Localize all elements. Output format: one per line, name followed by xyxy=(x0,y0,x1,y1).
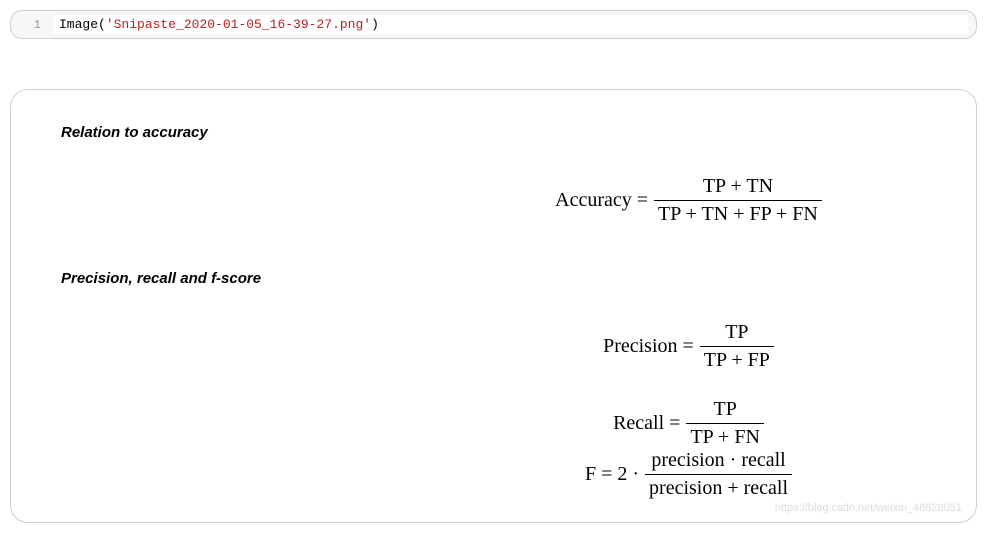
precision-formula: Precision = TP TP + FP xyxy=(441,317,936,376)
accuracy-lhs: Accuracy = xyxy=(555,189,648,212)
code-string-arg: 'Snipaste_2020-01-05_16-39-27.png' xyxy=(106,17,371,32)
recall-f-formula: Recall = TP TP + FN F = 2 · precision · … xyxy=(441,394,936,504)
recall-fraction: TP TP + FN xyxy=(686,398,763,449)
accuracy-denominator: TP + TN + FP + FN xyxy=(654,200,822,226)
recall-denominator: TP + FN xyxy=(686,423,763,449)
recall-numerator: TP xyxy=(710,398,741,423)
watermark-text: https://blog.csdn.net/weixin_48628051 xyxy=(775,502,962,514)
fscore-numerator: precision · recall xyxy=(647,449,789,474)
accuracy-formula-row: Accuracy = TP + TN TP + TN + FP + FN xyxy=(555,175,822,226)
recall-formula-row: Recall = TP TP + FN xyxy=(613,398,764,449)
accuracy-formula: Accuracy = TP + TN TP + TN + FP + FN xyxy=(441,171,936,230)
fscore-lhs: F = 2 · xyxy=(585,463,639,486)
heading-accuracy: Relation to accuracy xyxy=(61,124,936,141)
code-line: Image('Snipaste_2020-01-05_16-39-27.png'… xyxy=(53,15,968,34)
code-func-name: Image xyxy=(59,17,98,32)
precision-formula-row: Precision = TP TP + FP xyxy=(603,321,774,372)
fscore-fraction: precision · recall precision + recall xyxy=(645,449,792,500)
code-close-paren: ) xyxy=(371,17,379,32)
recall-lhs: Recall = xyxy=(613,412,680,435)
accuracy-numerator: TP + TN xyxy=(699,175,777,200)
fscore-denominator: precision + recall xyxy=(645,474,792,500)
code-open-paren: ( xyxy=(98,17,106,32)
precision-denominator: TP + FP xyxy=(700,346,774,372)
fscore-formula-row: F = 2 · precision · recall precision + r… xyxy=(585,449,792,500)
output-cell: Relation to accuracy Accuracy = TP + TN … xyxy=(10,89,977,523)
heading-prf: Precision, recall and f-score xyxy=(61,270,936,287)
line-number: 1 xyxy=(19,18,53,32)
precision-numerator: TP xyxy=(721,321,752,346)
accuracy-fraction: TP + TN TP + TN + FP + FN xyxy=(654,175,822,226)
precision-lhs: Precision = xyxy=(603,335,694,358)
precision-fraction: TP TP + FP xyxy=(700,321,774,372)
code-input-cell: 1 Image('Snipaste_2020-01-05_16-39-27.pn… xyxy=(10,10,977,39)
